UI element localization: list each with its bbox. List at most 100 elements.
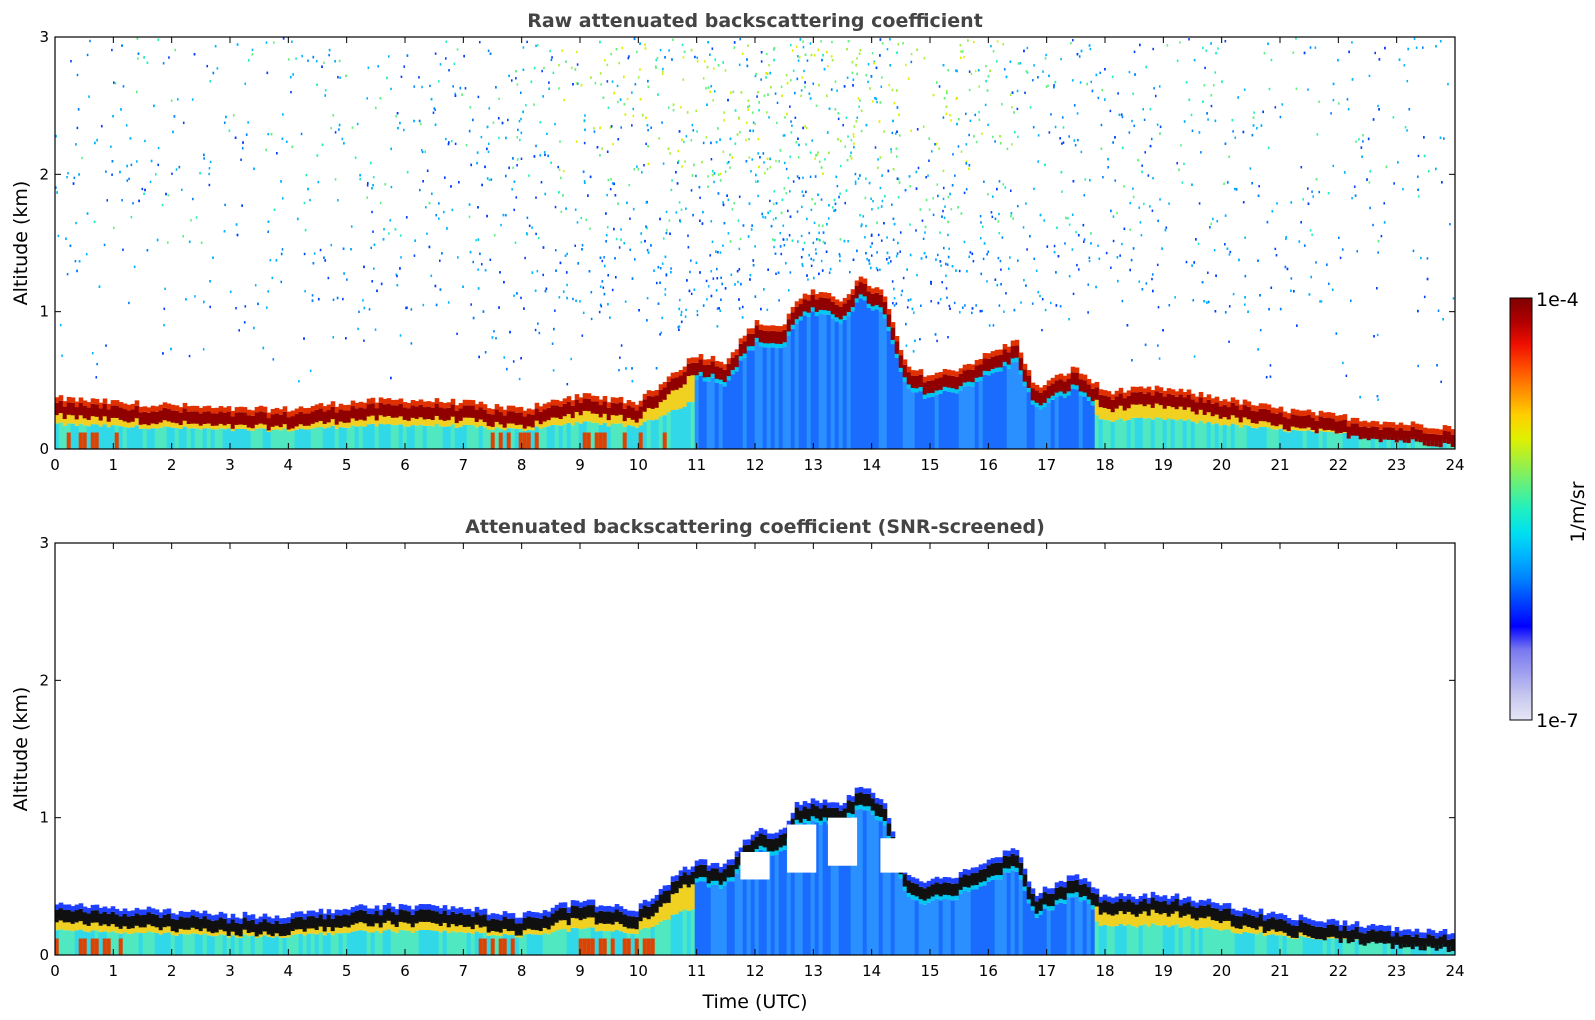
bottom-heatmap-cell <box>82 923 88 932</box>
bottom-heatmap-cell <box>218 911 224 918</box>
top-noise-point <box>330 243 333 247</box>
top-heatmap-cell <box>506 411 512 424</box>
top-noise-point <box>822 172 824 175</box>
top-heatmap-cell <box>62 401 68 407</box>
top-heatmap-cell <box>222 412 228 426</box>
top-noise-point <box>868 181 871 185</box>
top-noise-point <box>896 177 899 180</box>
top-noise-point <box>800 234 803 238</box>
top-noise-point <box>826 94 828 98</box>
top-noise-point <box>228 129 231 132</box>
bottom-heatmap-cell <box>506 918 512 932</box>
top-heatmap-cell <box>850 289 856 295</box>
bottom-heatmap-cell <box>178 927 184 934</box>
top-noise-point <box>382 238 385 241</box>
top-noise-point <box>332 114 334 117</box>
top-noise-point <box>374 328 377 331</box>
bottom-heatmap-cell <box>270 937 276 955</box>
top-noise-point <box>716 277 719 280</box>
top-heatmap-cell <box>1362 420 1368 427</box>
top-noise-point <box>153 104 155 108</box>
top-noise-point <box>400 256 402 259</box>
top-noise-point <box>267 230 270 234</box>
top-noise-point <box>380 282 383 286</box>
top-noise-point <box>1089 47 1092 51</box>
top-heatmap-cell <box>502 415 508 428</box>
top-noise-point <box>865 224 867 228</box>
top-heatmap-cell <box>1138 386 1144 392</box>
top-noise-point <box>682 78 685 81</box>
top-heatmap-cell <box>102 414 108 425</box>
top-noise-point <box>1151 277 1153 281</box>
top-noise-point <box>534 328 537 332</box>
top-noise-point <box>1247 310 1249 313</box>
top-noise-point <box>470 163 473 167</box>
top-heatmap-cell <box>1386 422 1392 428</box>
top-heatmap-cell <box>894 335 900 342</box>
top-noise-point <box>859 48 862 52</box>
top-noise-point <box>406 170 409 174</box>
top-x-tick-label: 5 <box>342 456 352 474</box>
top-noise-point <box>1330 112 1332 115</box>
top-noise-point <box>787 176 790 180</box>
top-noise-point <box>396 112 399 115</box>
top-heatmap-cell <box>454 405 460 411</box>
top-heatmap-cell <box>506 432 512 449</box>
top-noise-point <box>589 175 592 179</box>
top-heatmap-cell <box>950 370 956 376</box>
top-heatmap-cell <box>570 416 576 426</box>
top-heatmap-cell <box>1138 417 1144 449</box>
top-noise-point <box>163 323 165 327</box>
top-noise-point <box>1112 215 1115 218</box>
top-noise-point <box>130 163 133 167</box>
top-heatmap-cell <box>1066 395 1072 449</box>
top-noise-point <box>477 238 480 241</box>
top-noise-point <box>679 219 681 222</box>
top-heatmap-cell <box>866 302 872 308</box>
top-noise-point <box>757 152 759 155</box>
top-noise-point <box>1011 143 1013 146</box>
top-noise-point <box>617 202 619 205</box>
top-noise-point <box>879 186 882 190</box>
top-noise-point <box>316 83 318 86</box>
top-noise-point <box>616 84 619 88</box>
top-noise-point <box>1263 52 1266 55</box>
top-noise-point <box>453 62 456 66</box>
bottom-heatmap-cell <box>494 935 500 955</box>
bottom-heatmap-cell <box>426 909 432 922</box>
top-noise-point <box>1274 106 1277 109</box>
top-noise-point <box>366 97 369 100</box>
top-heatmap-cell <box>822 297 828 311</box>
top-noise-point <box>794 91 796 95</box>
top-noise-point <box>707 41 709 44</box>
top-noise-point <box>510 79 513 82</box>
top-noise-point <box>537 322 539 325</box>
top-noise-point <box>311 299 314 302</box>
top-heatmap-cell <box>822 292 828 298</box>
top-noise-point <box>1128 131 1131 134</box>
top-heatmap-cell <box>666 376 672 382</box>
top-noise-point <box>512 360 515 363</box>
top-noise-point <box>781 94 783 97</box>
bottom-heatmap-cell <box>338 926 344 934</box>
top-heatmap-cell <box>274 429 280 449</box>
top-noise-point <box>852 84 854 87</box>
bottom-heatmap-cell <box>126 916 132 929</box>
top-heatmap-cell <box>510 411 516 424</box>
top-noise-point <box>975 304 977 307</box>
top-noise-point <box>814 175 817 178</box>
top-noise-point <box>1286 267 1289 271</box>
top-noise-point <box>1332 82 1335 86</box>
bottom-heatmap-cell <box>306 910 312 917</box>
top-heatmap-cell <box>718 383 724 449</box>
top-noise-point <box>599 285 602 288</box>
top-noise-point <box>1232 292 1235 296</box>
top-noise-point <box>888 256 891 259</box>
top-noise-point <box>773 245 775 249</box>
bottom-heatmap-cell <box>438 924 444 933</box>
top-heatmap-cell <box>330 401 336 407</box>
top-heatmap-cell <box>886 325 892 331</box>
top-heatmap-cell <box>1062 375 1068 382</box>
bottom-heatmap-cell <box>290 934 296 955</box>
top-heatmap-cell <box>1278 428 1284 449</box>
